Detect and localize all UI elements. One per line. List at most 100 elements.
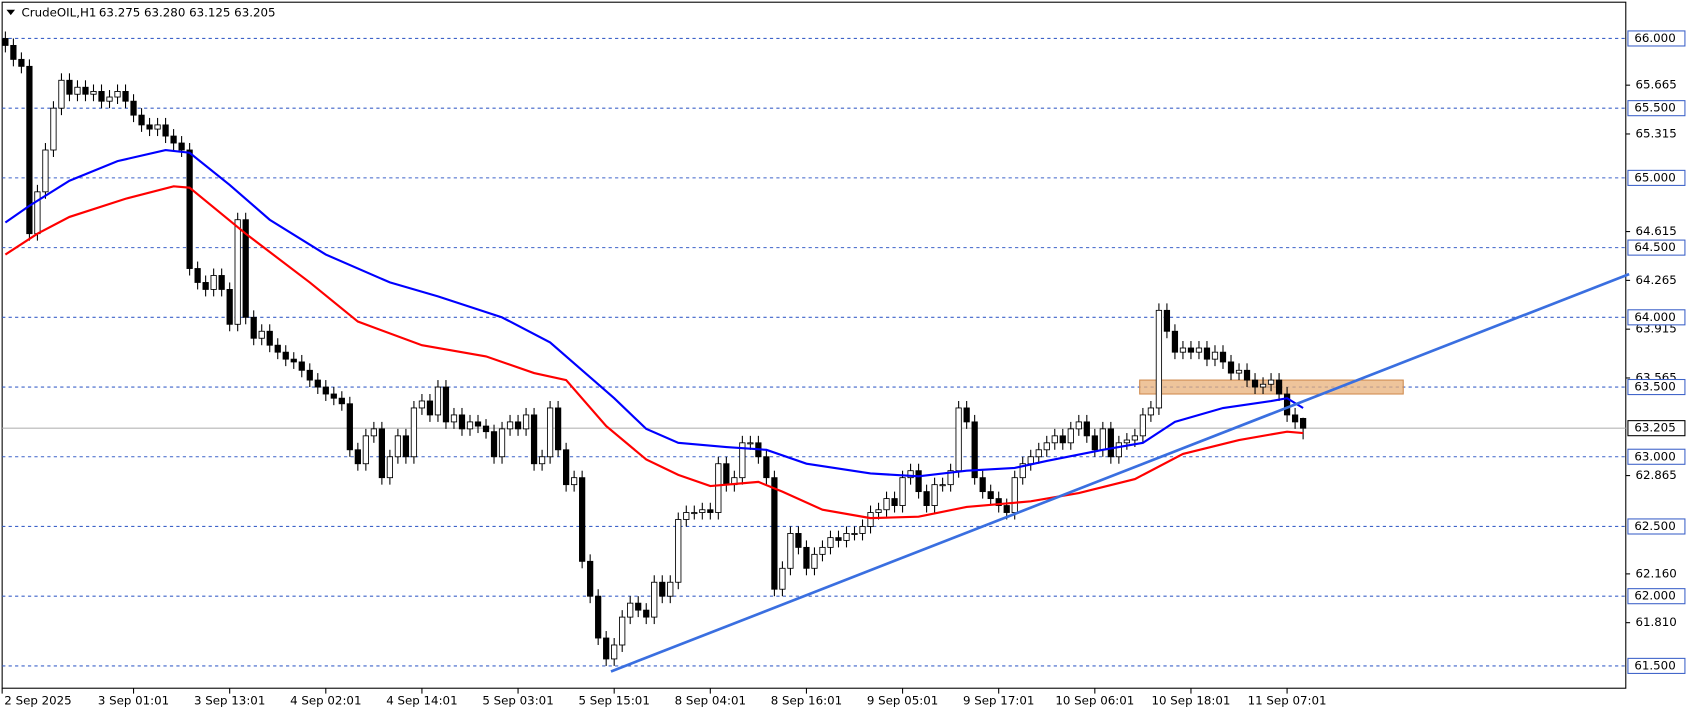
candle-body: [1203, 347, 1211, 360]
candle-body: [474, 421, 482, 427]
level-label: 63.000: [1634, 449, 1675, 463]
candle-body: [987, 491, 994, 500]
menu-arrow[interactable]: [6, 9, 16, 16]
candle-body: [554, 407, 562, 451]
candle-body: [1171, 330, 1179, 353]
candle-body: [1227, 361, 1235, 374]
candle-body: [42, 149, 49, 193]
candle-body: [202, 282, 209, 290]
candle-body: [611, 644, 618, 660]
candle-body: [1147, 407, 1155, 416]
candle-body: [194, 268, 201, 283]
candle-body: [907, 470, 914, 479]
candle-body: [603, 637, 610, 660]
candle-body: [651, 581, 658, 618]
x-tick-label: 5 Sep 15:01: [579, 694, 650, 708]
x-tick-label: 3 Sep 13:01: [194, 694, 265, 708]
candle-body: [683, 512, 690, 520]
level-box: [1627, 588, 1686, 605]
candle-body: [50, 107, 57, 151]
candle-body: [74, 86, 81, 95]
moving-average: [4, 148, 1304, 478]
candle-body: [178, 142, 185, 151]
candle-body: [298, 361, 305, 371]
candle-body: [1195, 347, 1203, 353]
candle-body: [1059, 435, 1066, 444]
candle-body: [58, 79, 65, 109]
x-tick-label: 9 Sep 17:01: [963, 694, 1034, 708]
current-price-label: 63.205: [1634, 421, 1675, 435]
y-tick-label: 64.615: [1635, 224, 1676, 238]
x-tick-label: 8 Sep 16:01: [771, 694, 842, 708]
candle-body: [34, 191, 41, 235]
candle-body: [402, 435, 410, 458]
candle-body: [595, 595, 602, 639]
candle-body: [530, 414, 538, 465]
candle-body: [226, 289, 233, 325]
candle-body: [1107, 428, 1114, 458]
candle-body: [466, 421, 474, 430]
plot-frame: [1, 1, 1627, 689]
candle-body: [739, 442, 746, 479]
candle-body: [1011, 477, 1018, 513]
candle-body: [154, 124, 161, 130]
x-tick-label: 8 Sep 04:01: [675, 694, 746, 708]
level-label: 62.500: [1634, 519, 1675, 533]
candle-body: [322, 386, 329, 395]
candle-body: [707, 509, 714, 513]
candle-body: [266, 330, 273, 346]
candle-body: [659, 581, 666, 597]
candle-body: [18, 58, 25, 67]
candle-body: [138, 114, 145, 126]
candle-body: [1115, 442, 1122, 458]
candle-body: [394, 435, 402, 458]
x-tick-label: 2 Sep 2025: [4, 694, 71, 708]
candle-body: [1019, 463, 1026, 479]
candle-body: [258, 330, 265, 339]
candle-body: [1179, 347, 1187, 353]
level-box: [1627, 448, 1686, 465]
candle-body: [835, 537, 842, 541]
quote: 63.275 63.280 63.125 63.205: [99, 5, 276, 19]
candle-body: [66, 79, 73, 95]
candle-body: [1075, 421, 1082, 430]
candle-body: [162, 124, 169, 137]
candle-body: [434, 386, 442, 416]
candle-body: [1219, 351, 1227, 363]
candle-body: [1067, 428, 1074, 444]
candle-body: [1299, 417, 1307, 429]
candle-body: [979, 477, 986, 493]
candle-body: [571, 477, 578, 486]
candle-body: [410, 407, 418, 458]
candle-body: [1251, 379, 1259, 388]
level-label: 65.500: [1634, 101, 1675, 115]
candle-body: [490, 431, 498, 458]
candle-body: [947, 470, 954, 486]
candle-body: [338, 397, 345, 405]
y-tick-label: 64.265: [1635, 273, 1676, 287]
candle-body: [130, 100, 137, 116]
candle-body: [98, 91, 105, 102]
candle-body: [546, 407, 554, 458]
candle-body: [426, 400, 434, 416]
candle-body: [210, 275, 217, 290]
candle-body: [843, 533, 850, 541]
candle-body: [522, 414, 530, 430]
candle-body: [1275, 379, 1283, 395]
y-tick-label: 61.810: [1635, 615, 1676, 629]
candle-body: [1235, 369, 1243, 374]
candle-body: [1243, 369, 1251, 381]
candle-body: [1155, 309, 1163, 409]
candle-body: [482, 425, 490, 433]
candle-body: [1099, 428, 1106, 451]
candle-body: [122, 91, 129, 102]
level-box: [1627, 100, 1686, 117]
candle-body: [995, 498, 1002, 506]
candle-body: [250, 316, 257, 339]
candle-body: [274, 344, 281, 353]
candle-body: [787, 533, 794, 569]
candle-body: [346, 403, 353, 451]
candle-body: [587, 560, 594, 597]
candle-body: [1043, 442, 1050, 451]
